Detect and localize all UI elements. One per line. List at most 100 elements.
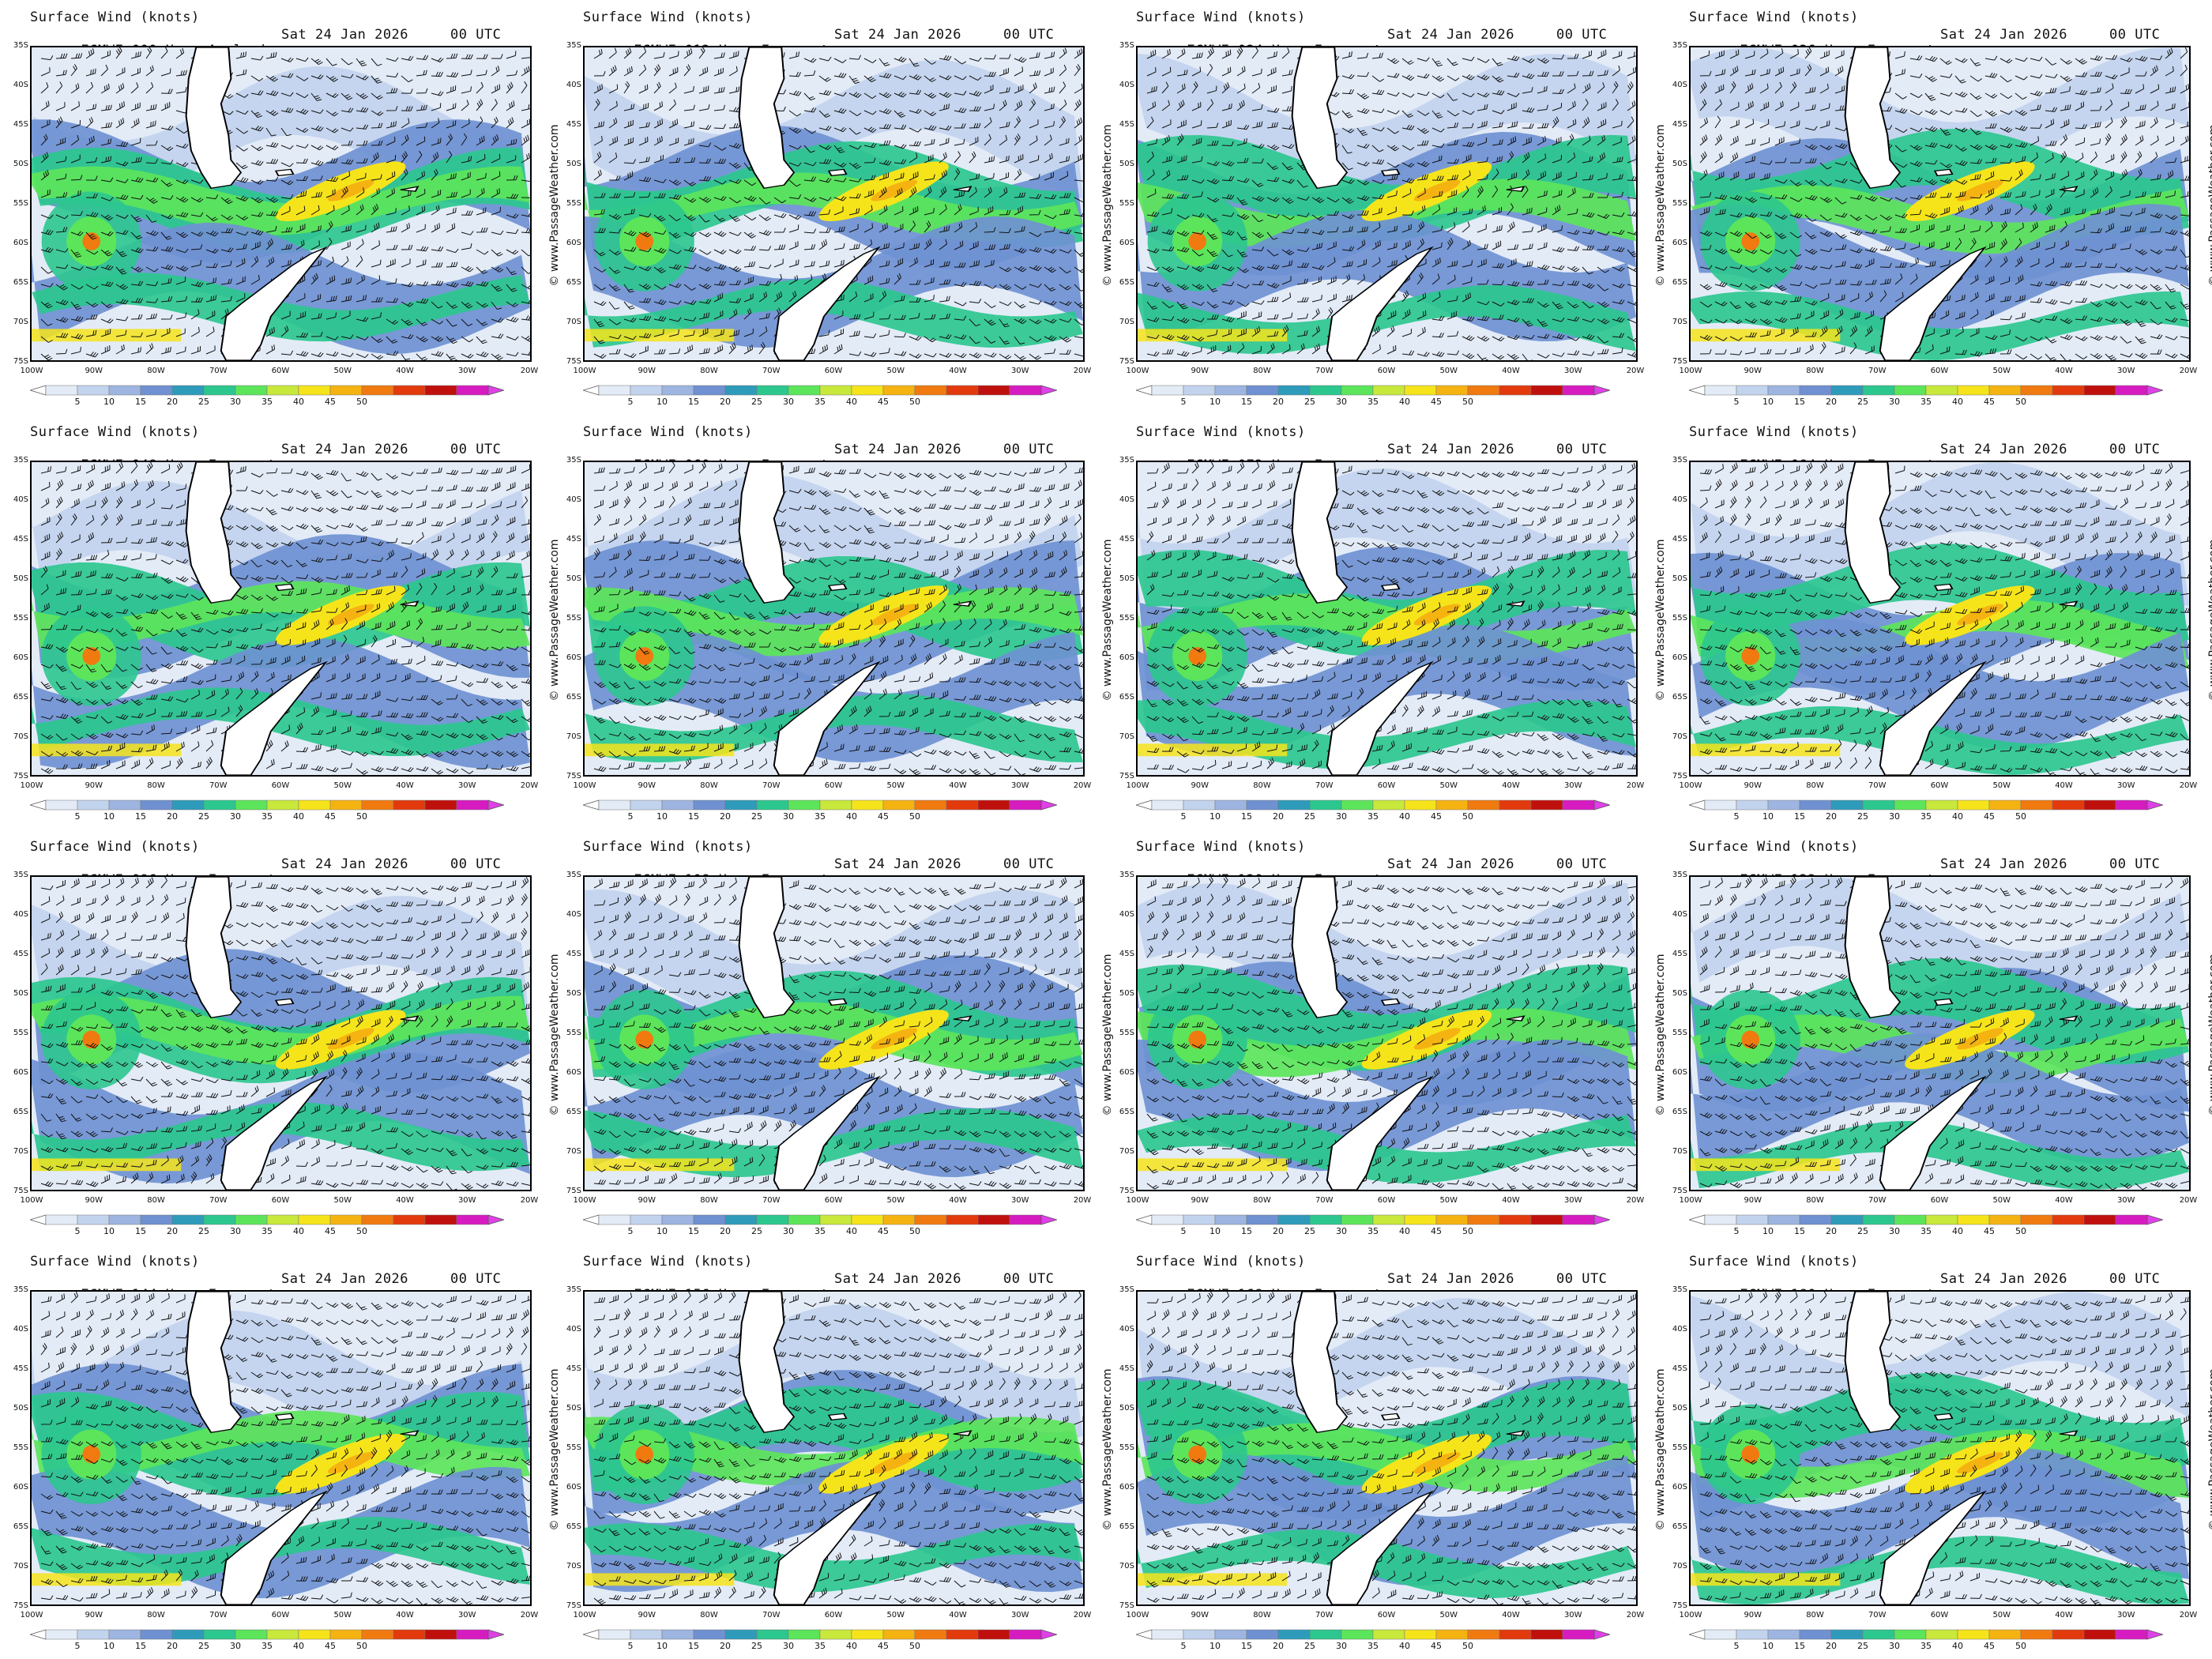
colorbar-segment [1799, 799, 1832, 811]
longitude-label: 100W [573, 781, 596, 790]
patagonia-coast [1291, 462, 1349, 604]
longitude-label: 30W [457, 1611, 476, 1620]
panel-variable-title: Surface Wind (knots) [583, 9, 753, 25]
colorbar-segment [946, 799, 979, 811]
latitude-label: 70S [566, 1562, 581, 1571]
colorbar-tick-label: 5 [74, 397, 81, 407]
credit-watermark: © www.PassageWeather.com [1654, 954, 1667, 1116]
longitude-label: 50W [1439, 1611, 1458, 1620]
colorbar-segment [1799, 1214, 1832, 1225]
longitude-label: 60W [1377, 1196, 1396, 1205]
antarctic-peninsula-coast [220, 1075, 328, 1190]
colorbar-max-arrow [2146, 799, 2163, 811]
longitude-label: 60W [1377, 1611, 1396, 1620]
longitude-label: 50W [886, 1196, 905, 1205]
panel-run-date: Sat 24 Jan 2026 [1940, 1271, 2068, 1287]
colorbar-tick-label: 10 [1762, 1641, 1774, 1651]
colorbar-min-arrow [30, 1629, 47, 1640]
colorbar-segment [756, 385, 789, 396]
colorbar-tick-label: 20 [1273, 1641, 1284, 1651]
falkland-islands-coast [274, 998, 295, 1006]
colorbar-segment [914, 1629, 947, 1640]
colorbar-segment [1925, 799, 1958, 811]
wind-speed-colorbar [1689, 799, 2163, 811]
colorbar-tick-label: 10 [103, 397, 115, 407]
colorbar-segment [298, 799, 331, 811]
colorbar-tick-label: 5 [627, 811, 634, 822]
colorbar-tick-label: 25 [198, 1641, 209, 1651]
colorbar-segment [235, 799, 268, 811]
colorbar-segment [1246, 1214, 1279, 1225]
colorbar-segment [1467, 1629, 1500, 1640]
latitude-label: 65S [1119, 1108, 1134, 1116]
latitude-label: 45S [566, 120, 581, 129]
colorbar-segment [1767, 799, 1800, 811]
latitude-label: 45S [1672, 120, 1687, 129]
colorbar-segment [1736, 1214, 1769, 1225]
antarctic-peninsula-coast [773, 246, 881, 360]
longitude-label: 70W [762, 367, 781, 375]
colorbar-segment [1372, 385, 1405, 396]
latitude-label: 75S [566, 1187, 581, 1195]
longitude-label: 70W [209, 1196, 228, 1205]
colorbar-segment [1704, 385, 1737, 396]
colorbar-tick-label: 10 [1762, 811, 1774, 822]
longitude-label: 60W [271, 781, 290, 790]
colorbar-tick-label: 40 [1952, 1641, 1963, 1651]
wind-map [1689, 461, 2191, 777]
latitude-label: 50S [13, 574, 28, 583]
falkland-islands-coast [274, 168, 295, 177]
colorbar-tick-label: 45 [878, 1641, 889, 1651]
forecast-panel-10: Surface Wind (knots) ECMWF 108 Hour Fore… [553, 830, 1114, 1244]
colorbar-min-arrow [1136, 1214, 1153, 1225]
patagonia-coast [1844, 877, 1902, 1018]
wind-map [30, 46, 532, 362]
credit-watermark: © www.PassageWeather.com [2207, 954, 2212, 1115]
latitude-label: 50S [566, 989, 581, 998]
latitude-label: 35S [13, 871, 28, 879]
colorbar-segment [1183, 1214, 1216, 1225]
colorbar-tick-label: 10 [656, 1226, 668, 1236]
colorbar-tick-label: 15 [135, 1226, 146, 1236]
colorbar-segment [1799, 1629, 1832, 1640]
wind-speed-colorbar [1689, 384, 2163, 397]
longitude-label: 50W [886, 1611, 905, 1620]
colorbar-tick-label: 40 [293, 397, 304, 407]
wind-map [1689, 1290, 2191, 1606]
latitude-label: 40S [1672, 1325, 1687, 1334]
longitude-label: 100W [1126, 1611, 1149, 1620]
latitude-label: 45S [13, 535, 28, 544]
colorbar-segment [266, 799, 299, 811]
latitude-label: 65S [1119, 278, 1134, 287]
falkland-islands-coast [1380, 1413, 1401, 1421]
colorbar-max-arrow [2146, 1214, 2163, 1225]
colorbar-segment [1957, 385, 1990, 396]
colorbar-segment [661, 1214, 694, 1225]
colorbar-min-arrow [583, 1214, 600, 1225]
forecast-panel-6: Surface Wind (knots) ECMWF 060 Hour Fore… [553, 415, 1114, 830]
colorbar-segment [45, 1629, 78, 1640]
latitude-label: 55S [1119, 1443, 1134, 1452]
latitude-label: 65S [566, 278, 581, 287]
latitude-label: 50S [1672, 1404, 1687, 1413]
antarctic-peninsula-coast [220, 246, 328, 360]
longitude-label: 60W [271, 367, 290, 375]
colorbar-segment [108, 1214, 141, 1225]
colorbar-tick-label: 50 [356, 811, 367, 822]
colorbar-tick-label: 40 [846, 811, 857, 822]
colorbar-tick-label: 5 [1733, 1226, 1740, 1236]
colorbar-segment [456, 799, 489, 811]
colorbar-max-arrow [487, 385, 504, 396]
longitude-label: 20W [1626, 781, 1645, 790]
panel-run-date: Sat 24 Jan 2026 [834, 442, 962, 457]
colorbar-tick-label: 10 [656, 811, 668, 822]
latitude-label: 65S [1119, 693, 1134, 702]
latitude-label: 65S [13, 1522, 28, 1531]
longitude-label: 80W [1253, 1196, 1271, 1205]
credit-watermark: © www.PassageWeather.com [2207, 124, 2212, 286]
latitude-label: 50S [1119, 1404, 1134, 1413]
latitude-label: 45S [1119, 950, 1134, 958]
latitude-label: 55S [13, 1443, 28, 1452]
colorbar-segment [1246, 385, 1279, 396]
